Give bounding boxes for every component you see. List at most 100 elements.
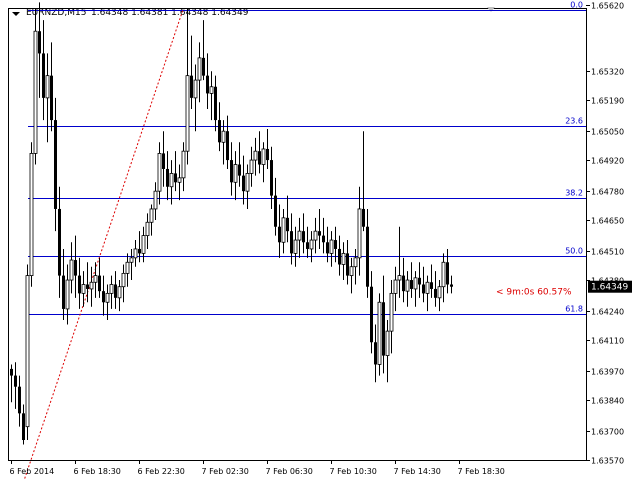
time-tick-label: 6 Feb 22:30 xyxy=(138,467,185,476)
candle-body xyxy=(74,260,77,276)
candle-body xyxy=(357,208,362,259)
candle-body xyxy=(393,279,398,294)
candle-body xyxy=(318,231,321,236)
candle-body xyxy=(261,148,266,165)
candle-body xyxy=(141,235,146,254)
price-tick-label: 1.63840 xyxy=(591,397,624,406)
candle-body xyxy=(233,164,238,183)
price-tick-label: 1.64510 xyxy=(591,248,624,257)
candle-body xyxy=(58,208,61,276)
candle-body xyxy=(266,148,269,161)
candle-body xyxy=(397,275,402,281)
candle-body xyxy=(169,173,174,188)
candle-body xyxy=(89,281,94,290)
time-tick-label: 7 Feb 18:30 xyxy=(458,467,505,476)
price-tick-label: 1.65320 xyxy=(591,68,624,77)
price-tick-label: 1.63700 xyxy=(591,428,624,437)
candle-body xyxy=(349,266,354,277)
candle-body xyxy=(145,221,150,237)
candle-body xyxy=(278,226,281,243)
candle-body xyxy=(193,79,198,99)
candle-body xyxy=(86,284,89,289)
candle-body xyxy=(334,240,337,249)
candle-body xyxy=(149,208,154,223)
candle-body xyxy=(422,284,425,294)
candle-body xyxy=(293,239,298,254)
time-tick-label: 7 Feb 06:30 xyxy=(266,467,313,476)
candle-body xyxy=(405,279,410,292)
ohlc-label: 1.64348 1.64381 1.64348 1.64349 xyxy=(91,8,249,18)
candlestick-series xyxy=(10,2,453,445)
candle-body xyxy=(166,168,169,187)
candle-body xyxy=(65,279,70,310)
candle-body xyxy=(245,173,250,192)
candle-body xyxy=(218,120,221,143)
candle-body xyxy=(10,368,13,376)
candle-body xyxy=(290,231,293,254)
candle-body xyxy=(162,153,165,169)
candle-body xyxy=(253,150,258,161)
candle-body xyxy=(249,159,254,174)
candle-body xyxy=(33,30,38,154)
candle-body xyxy=(389,292,394,332)
candle-body xyxy=(177,177,182,183)
candle-body xyxy=(430,282,433,289)
candle-body xyxy=(425,281,430,294)
candle-body xyxy=(50,75,53,121)
candle-body xyxy=(181,150,186,179)
candle-body xyxy=(441,261,446,288)
candle-body xyxy=(114,284,117,298)
fib-level-label: 50.0 xyxy=(565,247,583,256)
fib-annotation: < 9m:0s 60.57% xyxy=(496,288,572,298)
fib-level-label: 38.2 xyxy=(565,189,583,198)
dropdown-arrow-icon[interactable] xyxy=(12,12,20,16)
candle-body xyxy=(341,252,346,265)
candle-body xyxy=(197,57,202,81)
candle-body xyxy=(125,261,130,274)
candle-body xyxy=(322,235,325,243)
candle-body xyxy=(274,195,277,227)
time-tick-label: 6 Feb 18:30 xyxy=(74,467,121,476)
candle-body xyxy=(190,75,193,98)
candle-body xyxy=(437,286,442,299)
candle-body xyxy=(174,173,177,183)
candle-body xyxy=(270,160,273,196)
candle-body xyxy=(382,302,385,356)
candle-body xyxy=(121,272,126,288)
candle-body xyxy=(69,259,74,281)
trend-line[interactable] xyxy=(17,9,184,480)
candle-body xyxy=(185,75,190,152)
time-tick-label: 7 Feb 14:30 xyxy=(394,467,441,476)
candle-body xyxy=(286,217,289,232)
candle-body xyxy=(105,292,110,303)
candle-body xyxy=(22,413,25,441)
candle-body xyxy=(302,231,305,243)
candle-body xyxy=(297,230,302,241)
candle-body xyxy=(346,253,349,276)
candle-body xyxy=(434,288,437,298)
symbol-label: EURNZD,M15 xyxy=(26,8,86,18)
price-tick-label: 1.63970 xyxy=(591,368,624,377)
time-tick-label: 7 Feb 10:30 xyxy=(330,467,377,476)
candle-body xyxy=(54,120,57,209)
fibonacci-retracement[interactable]: 0.023.638.250.061.8100.0 xyxy=(28,1,586,480)
candle-body xyxy=(153,190,158,210)
candle-body xyxy=(306,242,309,249)
price-tick-label: 1.64110 xyxy=(591,337,624,346)
candle-body xyxy=(377,301,382,365)
candle-body xyxy=(138,248,141,254)
candle-body xyxy=(202,57,205,76)
candle-body xyxy=(117,286,122,299)
scroll-marker-icon[interactable] xyxy=(487,7,495,12)
candle-body xyxy=(93,275,98,283)
candle-body xyxy=(338,248,341,265)
candle-body xyxy=(326,242,329,254)
candle-body xyxy=(329,239,334,254)
candle-body xyxy=(98,275,101,292)
candle-body xyxy=(242,175,245,192)
fib-level-label: 0.0 xyxy=(570,1,583,10)
fib-trend-line[interactable] xyxy=(17,9,184,480)
candle-body xyxy=(313,230,318,241)
candle-body xyxy=(374,342,377,365)
candle-body xyxy=(38,31,41,54)
